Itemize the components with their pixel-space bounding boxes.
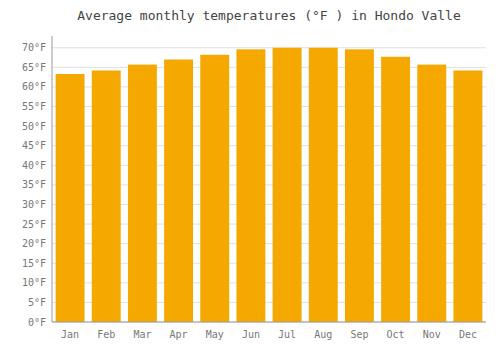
x-tick-label: Jul [278, 329, 296, 340]
y-tick-label: 50°F [22, 121, 46, 132]
x-tick-label: Jun [242, 329, 260, 340]
bar [56, 74, 85, 322]
bar [128, 65, 157, 322]
bar [200, 55, 229, 322]
y-tick-label: 30°F [22, 199, 46, 210]
y-tick-label: 70°F [22, 42, 46, 53]
bar [417, 65, 446, 322]
y-tick-label: 15°F [22, 258, 46, 269]
bar [453, 70, 482, 322]
x-tick-label: Feb [97, 329, 115, 340]
x-tick-label: May [206, 329, 224, 340]
y-tick-label: 35°F [22, 179, 46, 190]
bar [345, 49, 374, 322]
x-tick-label: Jan [61, 329, 79, 340]
chart-title: Average monthly temperatures (°F ) in Ho… [77, 8, 461, 23]
y-tick-label: 0°F [28, 317, 46, 328]
x-tick-label: Oct [387, 329, 405, 340]
y-axis-line [52, 36, 53, 322]
y-tick-label: 45°F [22, 140, 46, 151]
y-tick-label: 60°F [22, 81, 46, 92]
bar [92, 70, 121, 322]
grid-line [52, 322, 486, 323]
y-tick-label: 10°F [22, 277, 46, 288]
grid-line [52, 47, 486, 48]
background [0, 0, 500, 350]
chart-svg: Average monthly temperatures (°F ) in Ho… [0, 0, 500, 350]
bar [236, 49, 265, 322]
y-tick-label: 65°F [22, 62, 46, 73]
bar [164, 60, 193, 322]
x-tick-label: Sep [350, 329, 368, 340]
x-axis-line [52, 322, 486, 323]
y-tick-label: 25°F [22, 219, 46, 230]
bar [273, 48, 302, 322]
bar [309, 48, 338, 322]
y-grid [52, 48, 486, 322]
x-tick-label: Apr [170, 329, 188, 340]
y-tick-label: 5°F [28, 297, 46, 308]
x-tick-label: Dec [459, 329, 477, 340]
bars [56, 48, 483, 322]
x-tick-label: Aug [314, 329, 332, 340]
x-tick-label: Mar [133, 329, 151, 340]
x-tick-label: Nov [423, 329, 441, 340]
y-tick-label: 40°F [22, 160, 46, 171]
bar [381, 57, 410, 322]
y-tick-label: 20°F [22, 238, 46, 249]
chart-container: Average monthly temperatures (°F ) in Ho… [0, 0, 500, 350]
y-tick-label: 55°F [22, 101, 46, 112]
